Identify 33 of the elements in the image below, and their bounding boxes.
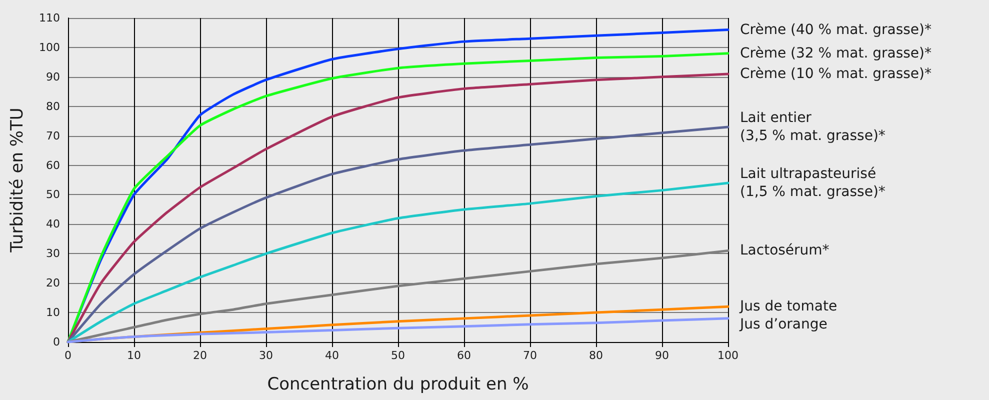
x-axis-title: Concentration du produit en %: [267, 374, 529, 394]
y-tick-label: 100: [39, 40, 60, 54]
x-tick-label: 0: [64, 349, 72, 362]
y-tick-label: 90: [46, 70, 60, 84]
y-tick-label: 70: [46, 129, 60, 142]
y-tick-label: 20: [46, 276, 60, 290]
y-tick-label: 50: [46, 188, 60, 202]
series-label: Crème (32 % mat. grasse)*: [740, 45, 932, 62]
y-tick-label: 110: [39, 12, 60, 24]
y-tick-label: 40: [46, 218, 60, 231]
y-tick-label: 80: [46, 100, 60, 113]
x-tick-label: 20: [193, 349, 207, 362]
x-tick-label: 90: [655, 349, 669, 362]
y-tick-label: 10: [46, 306, 60, 320]
x-tick-label: 70: [523, 349, 537, 362]
x-tick-label: 100: [718, 349, 738, 362]
series-label: Jus d’orange: [739, 316, 828, 333]
series-label: Lactosérum*: [740, 242, 830, 259]
series-label: Crème (40 % mat. grasse)*: [740, 22, 932, 38]
y-axis-title: Turbidité en %TU: [8, 108, 28, 254]
y-tick-label: 0: [53, 336, 60, 348]
series-label: Crème (10 % mat. grasse)*: [740, 66, 932, 82]
x-tick-label: 10: [127, 349, 141, 362]
x-tick-label: 80: [589, 349, 603, 362]
x-tick-label: 50: [391, 349, 405, 362]
series-label: Lait ultrapasteurisé (1,5 % mat. grasse)*: [740, 166, 886, 200]
series-label: Lait entier (3,5 % mat. grasse)*: [740, 110, 886, 144]
y-tick-label: 30: [46, 247, 60, 260]
x-tick-label: 40: [325, 349, 339, 362]
y-tick-label: 60: [46, 158, 60, 172]
series-label: Jus de tomate: [739, 298, 838, 315]
x-tick-label: 30: [259, 349, 273, 362]
x-tick-label: 60: [457, 349, 471, 362]
